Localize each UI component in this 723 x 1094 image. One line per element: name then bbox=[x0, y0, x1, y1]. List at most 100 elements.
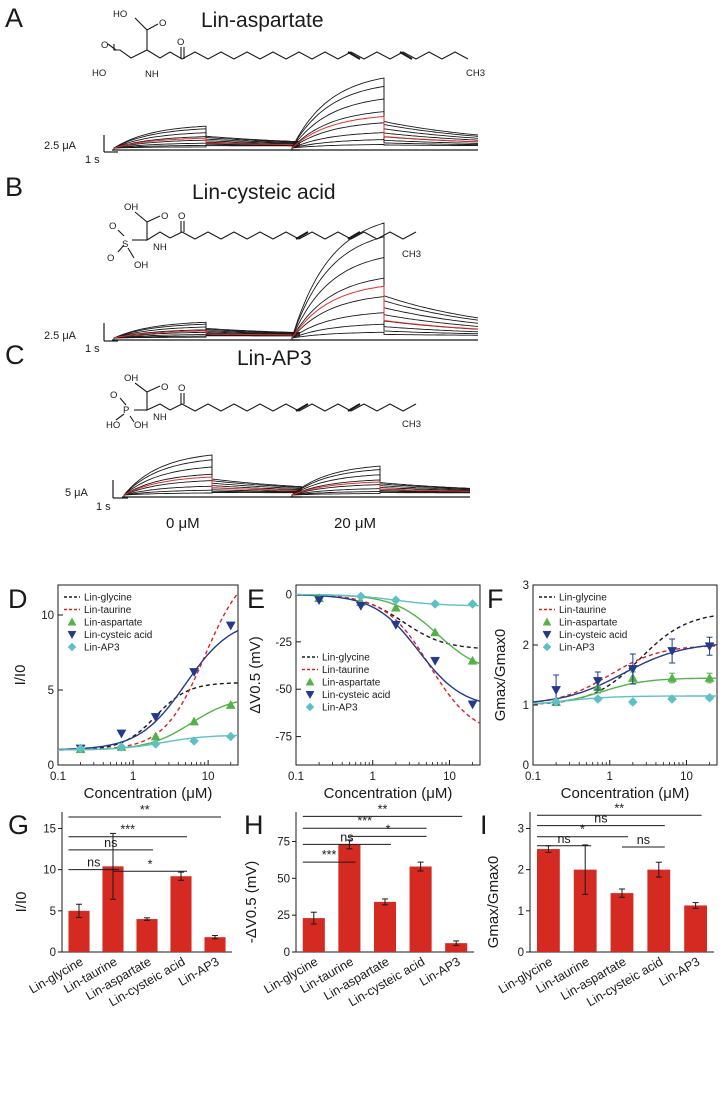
atom-label: O bbox=[101, 40, 108, 51]
data-point bbox=[189, 668, 200, 678]
legend-entry: Lin-glycine bbox=[322, 653, 370, 664]
data-point bbox=[667, 672, 678, 682]
bar bbox=[647, 869, 671, 952]
data-point bbox=[667, 694, 677, 704]
data-point bbox=[150, 739, 161, 749]
scale-bar-c-current: 5 μA bbox=[65, 487, 89, 499]
current-trace bbox=[290, 222, 479, 341]
data-point bbox=[542, 617, 552, 626]
data-point bbox=[150, 731, 161, 741]
scale-bar-a-current: 2.5 μA bbox=[44, 140, 77, 152]
y-tick-label: 0 bbox=[523, 760, 529, 772]
y-tick-label: 15 bbox=[43, 823, 56, 835]
panel-b-title: Lin-cysteic acid bbox=[192, 181, 336, 204]
scale-bar-a-time: 1 s bbox=[85, 154, 100, 166]
atom-label: OH bbox=[124, 202, 138, 213]
bar bbox=[445, 943, 468, 952]
x-tick-label: 0.1 bbox=[525, 771, 541, 783]
y-tick-label: 0 bbox=[286, 589, 292, 601]
lin-cysteic-acid-structure bbox=[117, 211, 417, 259]
panel-a-title: Lin-aspartate bbox=[201, 9, 324, 32]
y-tick-label: 50 bbox=[277, 873, 290, 885]
current-trace bbox=[122, 459, 303, 498]
condition-label-20uM: 20 μM bbox=[334, 515, 376, 532]
fit-curve bbox=[296, 593, 480, 607]
current-traces-c-0uM bbox=[122, 454, 303, 498]
bar bbox=[610, 893, 634, 952]
current-trace bbox=[112, 145, 300, 151]
y-tick-label: 25 bbox=[277, 910, 290, 922]
scale-bar-b-current: 2.5 μA bbox=[44, 330, 77, 342]
data-point bbox=[305, 702, 315, 712]
atom-label: O bbox=[177, 37, 184, 48]
significance-label: ns bbox=[594, 812, 607, 826]
data-point bbox=[467, 599, 478, 609]
fit-curve bbox=[532, 695, 717, 705]
y-axis-title: ΔV0.5 (mV) bbox=[247, 636, 264, 714]
x-tick-label: 10 bbox=[202, 771, 215, 783]
bar-chart-g: G051015I/I0Lin-glycineLin-taurineLin-asp… bbox=[8, 803, 232, 1009]
atom-label: O bbox=[110, 390, 117, 401]
bar bbox=[204, 937, 226, 952]
current-traces-a-0uM bbox=[112, 125, 301, 151]
y-tick-label: 1 bbox=[523, 700, 529, 712]
y-axis-title: Gmax/Gmax0 bbox=[492, 629, 509, 722]
bar bbox=[684, 905, 708, 952]
category-label: Lin-AP3 bbox=[657, 954, 703, 988]
y-tick-label: 0 bbox=[284, 947, 290, 959]
fit-curve bbox=[532, 614, 718, 705]
data-point bbox=[67, 631, 77, 640]
data-point bbox=[116, 729, 127, 739]
legend-entry: Lin-aspartate bbox=[559, 618, 618, 629]
data-point bbox=[390, 620, 401, 630]
fit-curve bbox=[532, 645, 718, 703]
data-point bbox=[627, 665, 638, 675]
y-tick-label: 0 bbox=[518, 947, 524, 959]
significance-label: ns bbox=[557, 832, 570, 846]
data-point bbox=[116, 742, 127, 752]
bar bbox=[102, 866, 124, 952]
x-tick-label: 0.1 bbox=[288, 771, 304, 783]
atom-label: O bbox=[161, 211, 168, 222]
atom-label: OH bbox=[134, 420, 148, 431]
significance-label: *** bbox=[357, 814, 372, 828]
data-point bbox=[430, 627, 441, 637]
significance-label: *** bbox=[322, 848, 337, 862]
data-point bbox=[189, 736, 199, 746]
bar bbox=[136, 919, 158, 952]
current-trace bbox=[112, 125, 301, 151]
current-trace bbox=[290, 256, 479, 341]
atom-label: NH bbox=[145, 69, 159, 80]
current-trace bbox=[290, 469, 471, 498]
current-trace bbox=[122, 466, 303, 498]
bar bbox=[68, 910, 90, 952]
significance-label: * bbox=[386, 822, 391, 836]
current-trace bbox=[290, 488, 470, 498]
bar bbox=[409, 866, 432, 952]
fit-curve bbox=[58, 701, 239, 751]
current-trace bbox=[112, 136, 300, 151]
current-trace bbox=[290, 277, 479, 341]
y-tick-label: 3 bbox=[518, 823, 524, 835]
significance-label: ** bbox=[378, 802, 388, 816]
fit-curve bbox=[58, 734, 238, 751]
reference-trace bbox=[291, 115, 479, 149]
atom-label: O bbox=[178, 211, 185, 222]
y-tick-label: 2 bbox=[518, 865, 524, 877]
y-axis-title: Gmax/Gmax0 bbox=[485, 856, 502, 949]
data-point bbox=[592, 694, 603, 704]
legend-entry: Lin-aspartate bbox=[322, 678, 381, 689]
bar-chart-i: I0123Gmax/Gmax0Lin-glycineLin-taurineLin… bbox=[480, 801, 714, 1009]
fit-curve bbox=[295, 594, 481, 702]
x-tick-label: 10 bbox=[443, 771, 456, 783]
reference-trace bbox=[113, 330, 300, 339]
atom-label: CH3 bbox=[466, 68, 485, 79]
current-trace bbox=[112, 321, 301, 341]
bar bbox=[573, 869, 597, 952]
atom-label: CH3 bbox=[402, 249, 421, 260]
reference-trace bbox=[291, 481, 470, 496]
atom-label: O bbox=[159, 18, 166, 29]
x-tick-label: 1 bbox=[607, 771, 613, 783]
atom-label: HO bbox=[113, 9, 127, 20]
current-traces-b-0uM bbox=[112, 321, 301, 341]
